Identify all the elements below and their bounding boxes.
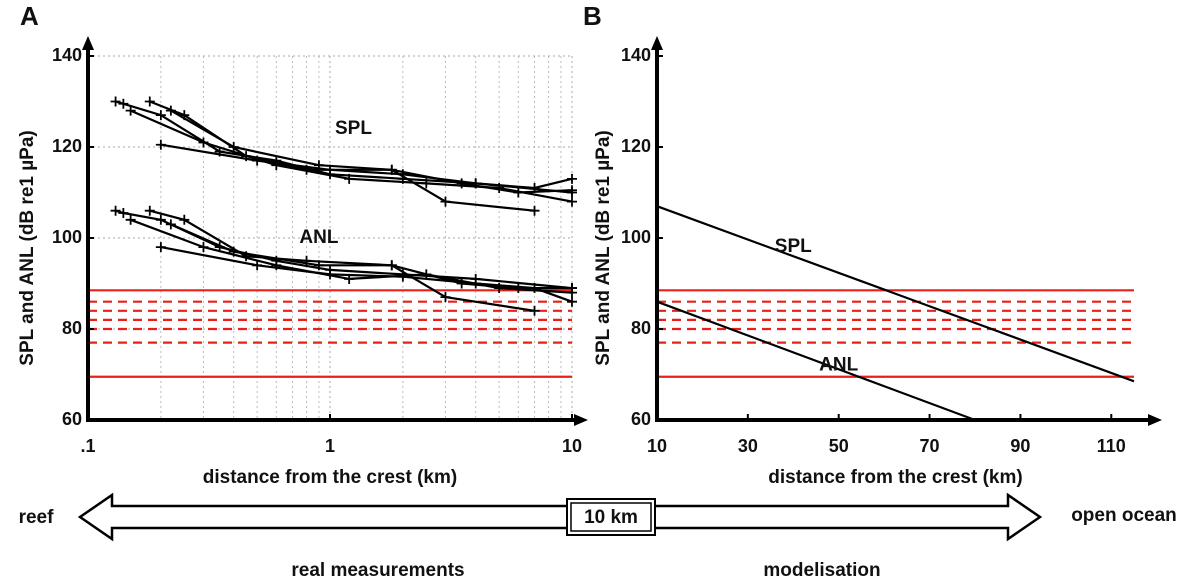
marker	[513, 283, 524, 294]
scale-diagram: 10 km reef open ocean real measurements …	[19, 492, 1177, 581]
marker	[386, 260, 397, 271]
marker	[118, 207, 129, 218]
marker	[567, 296, 577, 307]
marker	[144, 205, 155, 216]
right-label: open ocean	[1071, 505, 1177, 526]
marker	[118, 98, 129, 109]
left-label: reef	[19, 507, 55, 528]
marker	[344, 273, 355, 284]
marker	[110, 96, 121, 107]
y-tick-label: 80	[631, 318, 651, 338]
marker	[165, 105, 176, 116]
marker	[529, 305, 540, 316]
marker	[421, 178, 432, 189]
x-axis-label: distance from the crest (km)	[768, 467, 1022, 488]
x-axis-arrow	[574, 414, 588, 426]
marker	[440, 292, 451, 303]
marker	[494, 283, 505, 294]
marker	[344, 173, 355, 184]
marker	[110, 205, 121, 216]
y-tick-label: 100	[621, 227, 651, 247]
marker	[271, 260, 282, 271]
x-tick-label: 30	[738, 436, 758, 456]
marker	[567, 173, 577, 184]
chart: 60 80 100 120 140 .1 1 10 distance from the cres…	[17, 1, 588, 488]
marker	[456, 178, 467, 189]
x-tick-label: 50	[829, 436, 849, 456]
marker	[179, 214, 190, 225]
panel-label: B	[583, 1, 602, 31]
y-tick-label: 60	[62, 409, 82, 429]
marker	[567, 196, 577, 207]
y-axis-label: SPL and ANL (dB re1 µPa)	[17, 130, 38, 365]
marker	[228, 142, 239, 152]
marker	[252, 260, 263, 271]
series-line	[149, 209, 535, 312]
left-caption: real measurements	[291, 560, 464, 581]
x-tick-label: 70	[920, 436, 940, 456]
x-tick-label: 10	[562, 436, 582, 456]
x-tick-label: 10	[647, 436, 667, 456]
marker	[567, 283, 577, 294]
x-tick-label: .1	[80, 436, 95, 456]
right-caption: modelisation	[763, 560, 880, 581]
scale-box-inner	[570, 502, 652, 532]
annotation: SPL	[775, 236, 812, 257]
x-axis-label: distance from the crest (km)	[203, 467, 457, 488]
series-line	[656, 205, 1135, 383]
marker	[567, 185, 577, 196]
double-arrow	[77, 492, 1043, 542]
marker	[155, 110, 166, 121]
y-axis-arrow	[82, 36, 94, 50]
y-tick-label: 60	[631, 409, 651, 429]
marker	[198, 137, 209, 148]
y-tick-label: 120	[621, 136, 651, 156]
annotation: ANL	[819, 354, 858, 375]
y-tick-label: 140	[52, 45, 82, 65]
marker	[271, 160, 282, 171]
marker	[440, 196, 451, 207]
y-axis-label: SPL and ANL (dB re1 µPa)	[593, 130, 614, 365]
annotation: ANL	[299, 227, 338, 248]
series-line	[160, 246, 573, 303]
scale-label: 10 km	[584, 507, 638, 528]
y-axis-arrow	[651, 36, 663, 50]
series-line	[656, 300, 976, 422]
y-tick-label: 120	[52, 136, 82, 156]
y-tick-label: 80	[62, 318, 82, 338]
marker	[144, 96, 155, 107]
marker	[155, 139, 166, 150]
panel-label: A	[20, 1, 39, 31]
y-tick-label: 100	[52, 227, 82, 247]
marker	[155, 242, 166, 253]
marker	[386, 164, 397, 175]
x-tick-label: 1	[325, 436, 335, 456]
x-tick-label: 90	[1010, 436, 1030, 456]
marker	[155, 214, 166, 225]
y-tick-label: 140	[621, 45, 651, 65]
chart: 60 80 100 120 140 10 30 50 70 90 110 distance from …	[583, 1, 1162, 488]
x-axis-arrow	[1148, 414, 1162, 426]
marker	[456, 278, 467, 289]
marker	[529, 205, 540, 216]
marker	[165, 219, 176, 230]
marker	[125, 105, 136, 116]
marker	[513, 187, 524, 198]
marker	[198, 242, 209, 253]
marker	[313, 260, 324, 271]
x-tick-label: 110	[1097, 436, 1126, 456]
marker	[313, 160, 324, 171]
marker	[228, 246, 239, 257]
annotation: SPL	[335, 118, 372, 139]
marker	[125, 214, 136, 225]
